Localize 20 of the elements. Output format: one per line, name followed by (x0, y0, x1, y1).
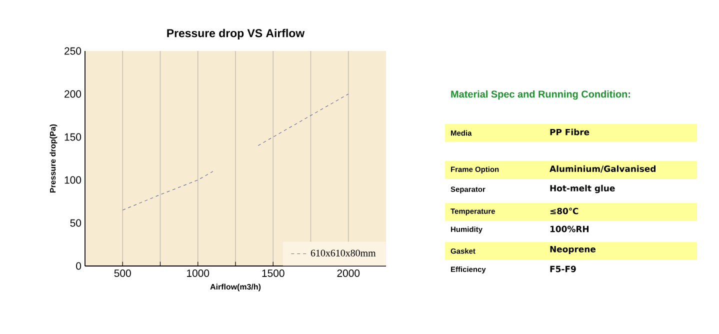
legend-label: 610x610x80mm (310, 250, 376, 256)
text: Aluminium/Galvanised (550, 165, 656, 173)
x-tick-label: 2000 (337, 270, 360, 277)
text: Neoprene (550, 246, 596, 254)
x-tick-label: 1000 (187, 270, 210, 277)
text: F5-F9 (550, 266, 576, 272)
text: Hot-melt glue (550, 184, 615, 194)
text: 100%RH (550, 226, 589, 232)
x-tick-label: 500 (114, 270, 131, 277)
y-tick-label: 100 (64, 176, 82, 184)
y-tick-label: 250 (64, 47, 82, 55)
text: Material Spec and Running Condition: (451, 90, 630, 100)
y-tick-label: 200 (64, 90, 82, 98)
text: PP Fibre (550, 128, 590, 136)
chart-title: Pressure drop VS Airflow (167, 28, 305, 40)
y-tick-label: 50 (70, 219, 82, 227)
y-tick-label: 0 (76, 262, 82, 270)
y-tick-label: 150 (64, 133, 82, 141)
text: ≤80℃ (550, 208, 578, 214)
x-tick-label: 1500 (262, 270, 284, 277)
